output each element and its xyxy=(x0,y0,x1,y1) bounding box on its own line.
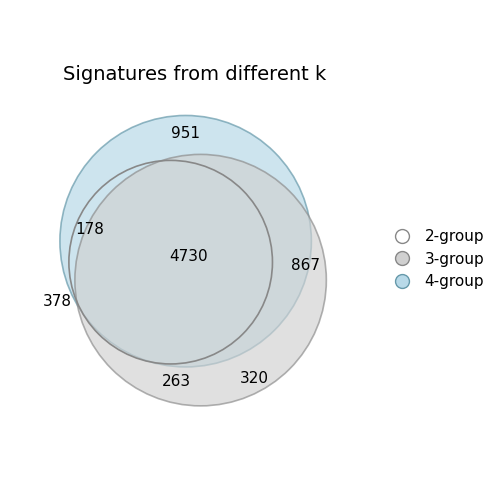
Text: 951: 951 xyxy=(171,126,200,141)
Circle shape xyxy=(75,154,327,406)
Text: 263: 263 xyxy=(162,374,191,390)
Text: 867: 867 xyxy=(291,258,320,273)
Text: 178: 178 xyxy=(76,222,104,237)
Legend: 2-group, 3-group, 4-group: 2-group, 3-group, 4-group xyxy=(382,224,489,294)
Text: 320: 320 xyxy=(240,371,269,387)
Text: 4730: 4730 xyxy=(169,248,208,264)
Text: 378: 378 xyxy=(42,294,72,308)
Title: Signatures from different k: Signatures from different k xyxy=(63,66,326,84)
Circle shape xyxy=(60,115,311,367)
